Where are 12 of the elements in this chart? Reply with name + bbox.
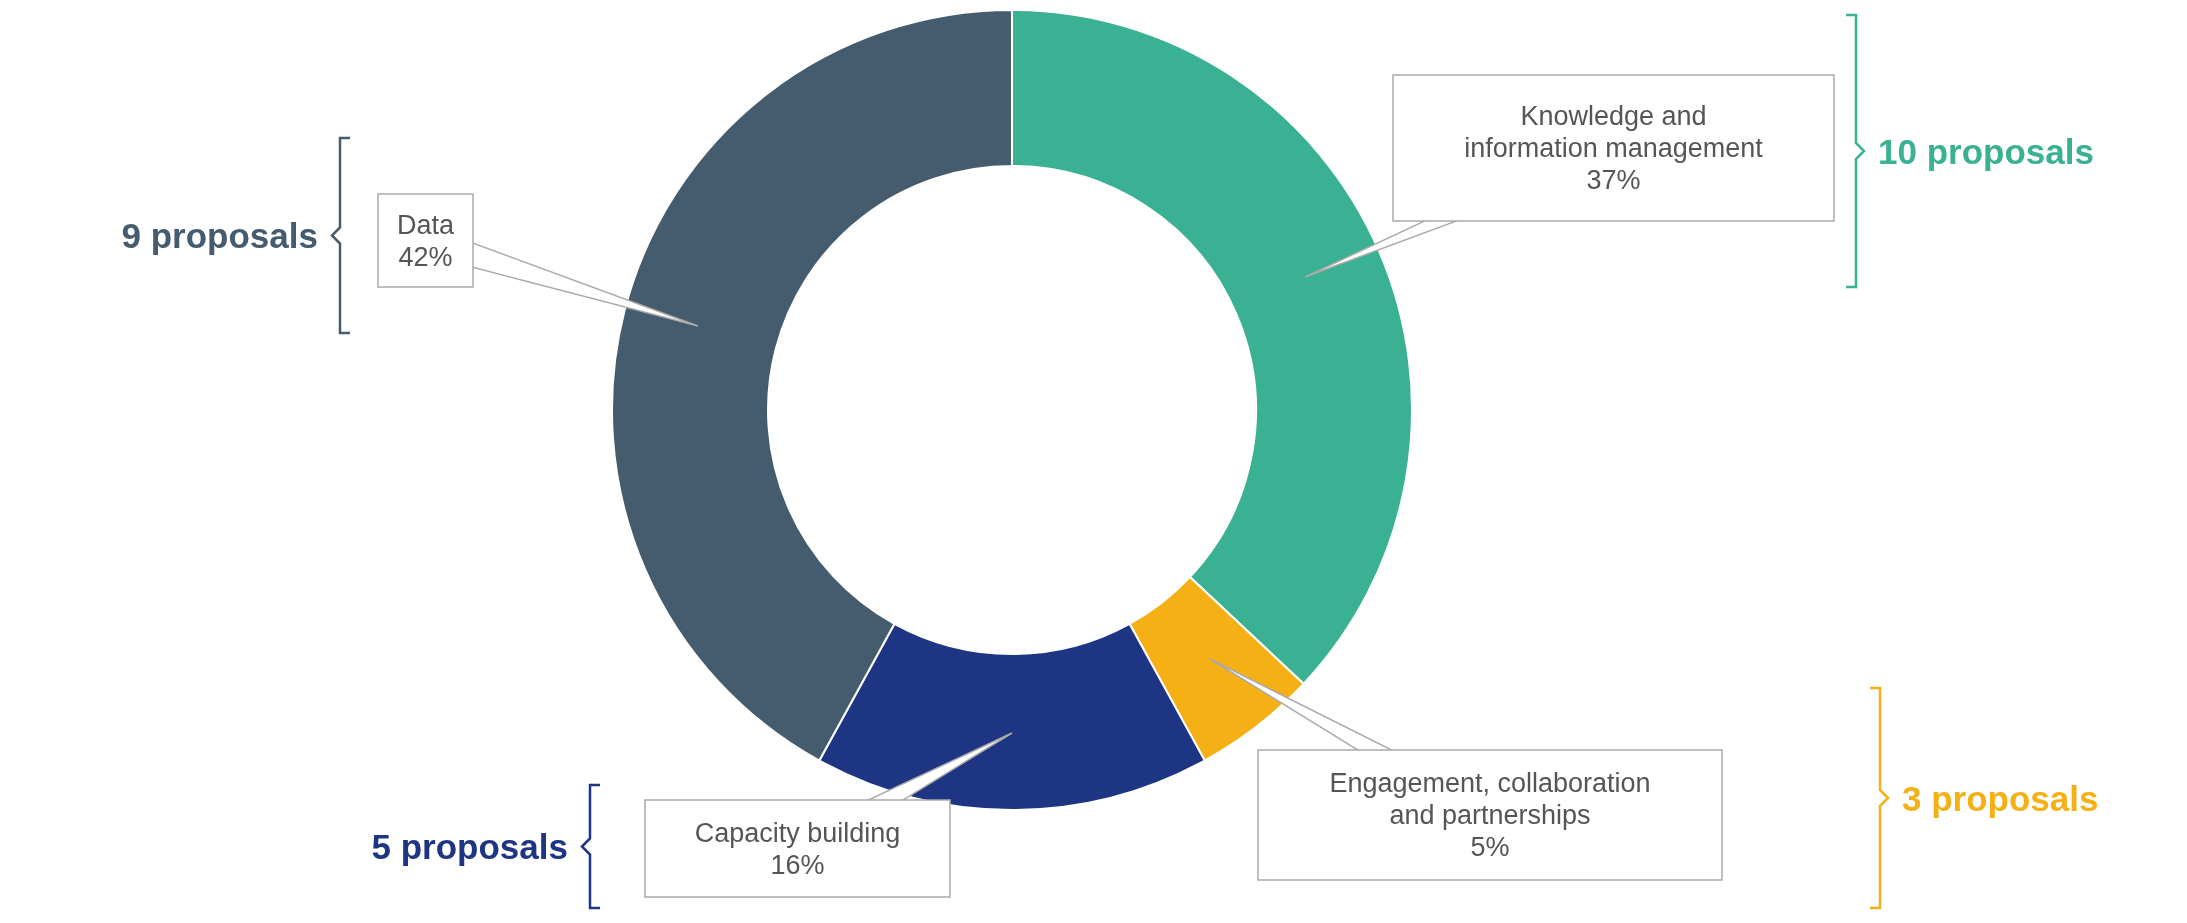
data-label: 5% [1470, 832, 1510, 862]
text: 5 proposals [371, 827, 568, 866]
slice-label: Capacity building [694, 817, 901, 848]
data-label: 42% [398, 241, 453, 272]
text: 10 proposals [1878, 131, 2094, 171]
slice-label: Data [396, 209, 455, 240]
text: 3 proposals [1902, 778, 2099, 818]
data-label: 16% [770, 849, 825, 880]
slice-label: Engagement, collaboration and partnerships [1329, 768, 1651, 830]
text: 9 proposals [121, 216, 318, 255]
slice-label: Knowledge and information management [1464, 101, 1764, 163]
data-label: 37% [1586, 165, 1641, 195]
